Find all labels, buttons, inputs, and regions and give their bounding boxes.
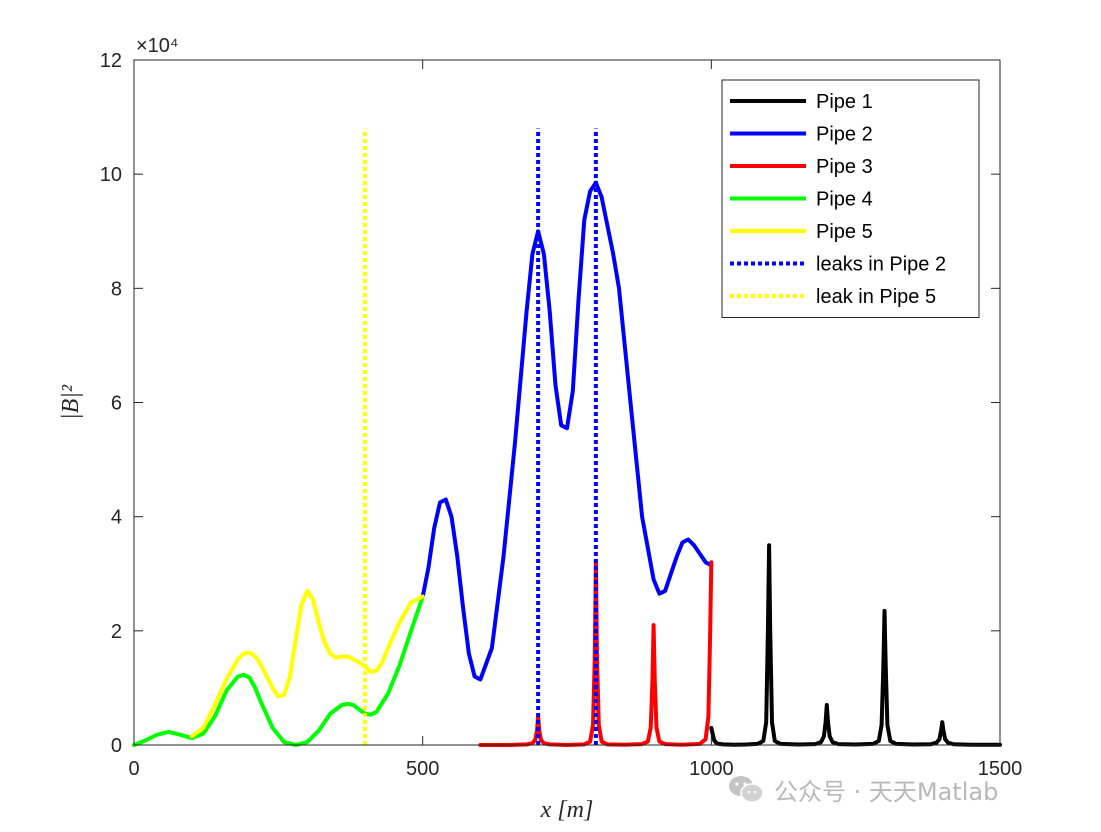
y-axis-label: |B|² (58, 384, 84, 420)
x-tick-label: 0 (128, 758, 139, 780)
series-pipe-2 (420, 180, 714, 682)
series-pipe-4 (132, 594, 425, 747)
series-pipe-5 (189, 588, 425, 739)
legend-label-pipe-1: Pipe 1 (816, 91, 873, 113)
legend-label-leaks-in-pipe-2: leaks in Pipe 2 (816, 254, 946, 276)
y-tick-label: 8 (111, 278, 122, 300)
legend-label-pipe-2: Pipe 2 (816, 124, 873, 146)
legend-label-leak-in-pipe-5: leak in Pipe 5 (816, 286, 936, 308)
x-axis-label: x [m] (540, 797, 594, 823)
series-pipe-1 (709, 543, 1002, 747)
y-tick-label: 12 (100, 50, 122, 72)
y-tick-label: 10 (100, 164, 122, 186)
y-tick-label: 6 (111, 393, 122, 415)
y-tick-label: 2 (111, 621, 122, 643)
wechat-icon (729, 776, 764, 803)
x-tick-label: 1500 (978, 758, 1023, 780)
legend-label-pipe-5: Pipe 5 (816, 221, 873, 243)
watermark-text: 公众号 · 天天Matlab (774, 777, 999, 806)
y-tick-label: 0 (111, 735, 122, 757)
x-tick-label: 1000 (689, 758, 734, 780)
tick-labels: 0 500 1000 1500 0 2 4 6 8 10 12 ×10⁴ x [m] |B|² (58, 35, 1022, 823)
legend: Pipe 1 Pipe 2 Pipe 3 Pipe 4 Pipe 5 leaks in P… (721, 79, 980, 318)
axes (133, 59, 1001, 746)
data-layer (132, 128, 1002, 747)
legend-label-pipe-3: Pipe 3 (816, 156, 873, 178)
y-tick-label: 4 (111, 507, 122, 529)
watermark: 公众号 · 天天Matlab (728, 770, 998, 808)
x-tick-label: 500 (406, 758, 439, 780)
y-exponent-label: ×10⁴ (136, 35, 179, 57)
legend-label-pipe-4: Pipe 4 (816, 189, 873, 211)
